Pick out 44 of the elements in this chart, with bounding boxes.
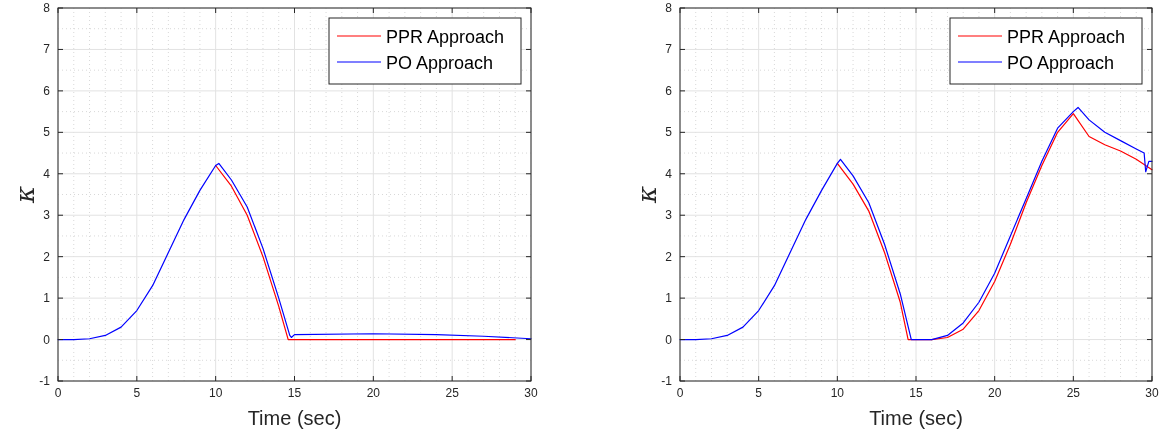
x-axis-title: Time (sec) — [247, 407, 342, 429]
y-tick-label: 5 — [665, 125, 673, 140]
y-tick-label: 0 — [43, 332, 51, 347]
y-tick-label: 1 — [665, 291, 673, 306]
legend-label: PPR Approach — [1007, 27, 1126, 47]
y-tick-label: 6 — [43, 83, 51, 98]
x-tick-label: 0 — [676, 386, 684, 400]
y-tick-label: -1 — [39, 374, 51, 388]
x-tick-label: 10 — [208, 386, 223, 400]
x-tick-label: 0 — [54, 386, 62, 400]
x-axis-title: Time (sec) — [869, 407, 963, 429]
x-tick-label: 25 — [1066, 386, 1081, 400]
y-tick-label: 3 — [665, 208, 673, 223]
y-axis-title: κ — [10, 185, 40, 205]
legend-label: PO Approach — [386, 53, 494, 73]
y-tick-label: 8 — [665, 1, 673, 15]
x-tick-label: 15 — [287, 386, 302, 400]
x-tick-label: 20 — [987, 386, 1002, 400]
y-tick-label: -1 — [661, 374, 673, 388]
y-tick-label: 3 — [43, 208, 51, 223]
y-tick-label: 2 — [665, 249, 673, 264]
x-tick-label: 5 — [755, 386, 763, 400]
x-tick-label: 10 — [830, 386, 845, 400]
y-tick-label: 7 — [43, 42, 51, 57]
y-tick-label: 2 — [43, 249, 51, 264]
y-tick-label: 0 — [665, 332, 673, 347]
legend-label: PO Approach — [1007, 53, 1115, 73]
x-tick-label: 5 — [133, 386, 141, 400]
line-series — [836, 113, 1153, 341]
y-tick-label: 5 — [43, 125, 51, 140]
y-tick-label: 7 — [665, 42, 673, 57]
y-tick-label: 4 — [43, 166, 51, 181]
x-tick-label: 15 — [909, 386, 923, 400]
line-series — [215, 164, 516, 341]
y-axis-title: κ — [632, 185, 662, 205]
y-tick-label: 4 — [665, 166, 673, 181]
x-tick-label: 30 — [1145, 386, 1159, 400]
x-tick-label: 25 — [445, 386, 460, 400]
legend-label: PPR Approach — [386, 27, 505, 47]
x-tick-label: 20 — [366, 386, 381, 400]
x-tick-label: 30 — [524, 386, 538, 400]
y-tick-label: 6 — [665, 83, 673, 98]
y-tick-label: 8 — [43, 1, 51, 15]
y-tick-label: 1 — [43, 291, 51, 306]
